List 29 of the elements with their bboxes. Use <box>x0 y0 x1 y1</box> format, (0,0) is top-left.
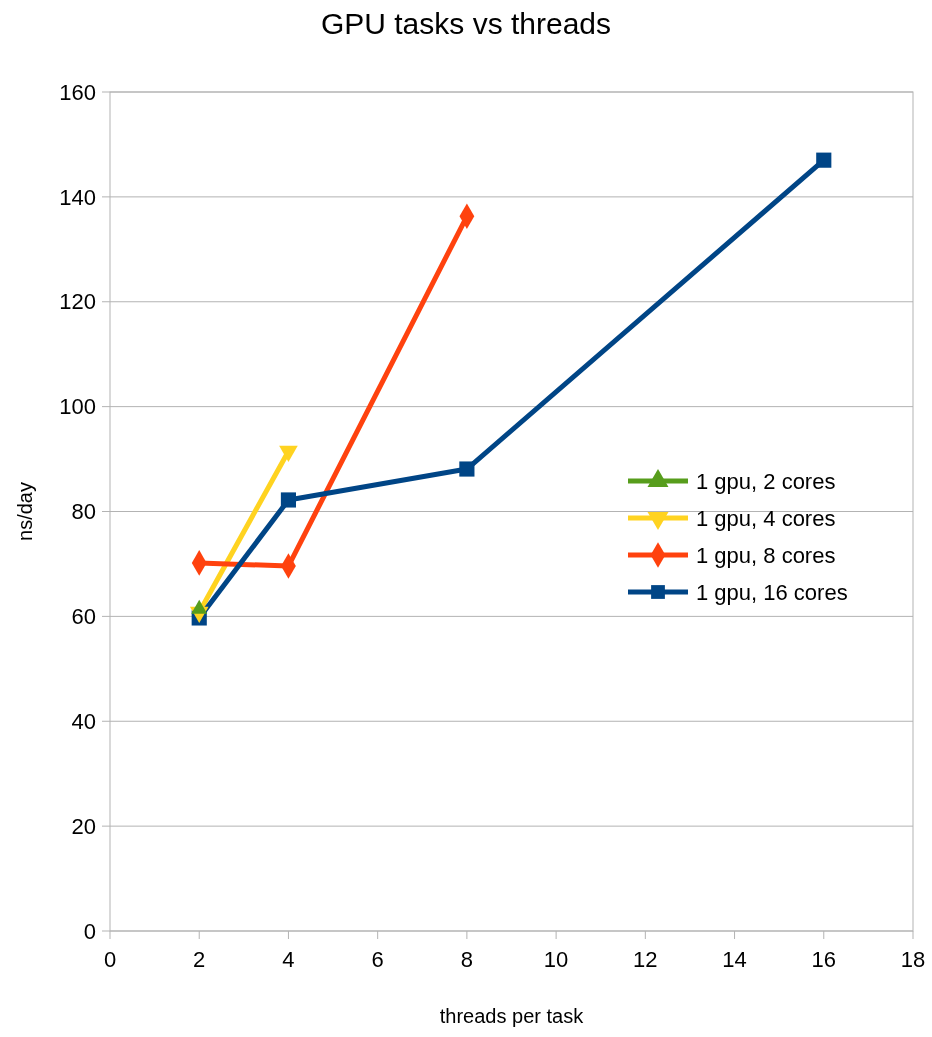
y-tick-label: 120 <box>59 289 96 315</box>
x-tick-label: 2 <box>193 947 206 972</box>
x-tick-label: 10 <box>543 947 569 972</box>
y-tick-label: 0 <box>83 918 96 944</box>
y-tick-label: 40 <box>71 708 96 734</box>
y-tick-label: 160 <box>59 79 96 105</box>
y-tick-label: 20 <box>71 813 96 839</box>
x-tick-label: 12 <box>633 947 658 972</box>
legend-label: 1 gpu, 8 cores <box>696 542 836 568</box>
chart-title: GPU tasks vs threads <box>320 7 612 40</box>
point <box>816 152 832 168</box>
legend-label: 1 gpu, 16 cores <box>696 579 848 605</box>
legend-label: 1 gpu, 2 cores <box>696 468 836 494</box>
x-tick-label: 18 <box>900 947 926 972</box>
y-tick-label: 100 <box>59 394 96 420</box>
x-axis-title: threads per task <box>439 1005 585 1027</box>
y-tick-label: 80 <box>71 499 96 525</box>
x-tick-label: 8 <box>460 947 474 972</box>
x-tick-label: 16 <box>811 947 837 972</box>
legend-label: 1 gpu, 4 cores <box>696 505 836 531</box>
y-tick-label: 60 <box>71 604 96 630</box>
point <box>280 492 297 508</box>
y-axis-title: ns/day <box>14 482 36 541</box>
point <box>459 461 475 477</box>
x-tick-label: 14 <box>722 947 747 972</box>
x-tick-label: 6 <box>371 947 384 972</box>
x-tick-label: 0 <box>103 947 117 972</box>
x-tick-label: 4 <box>282 947 295 972</box>
y-tick-label: 140 <box>59 184 96 210</box>
